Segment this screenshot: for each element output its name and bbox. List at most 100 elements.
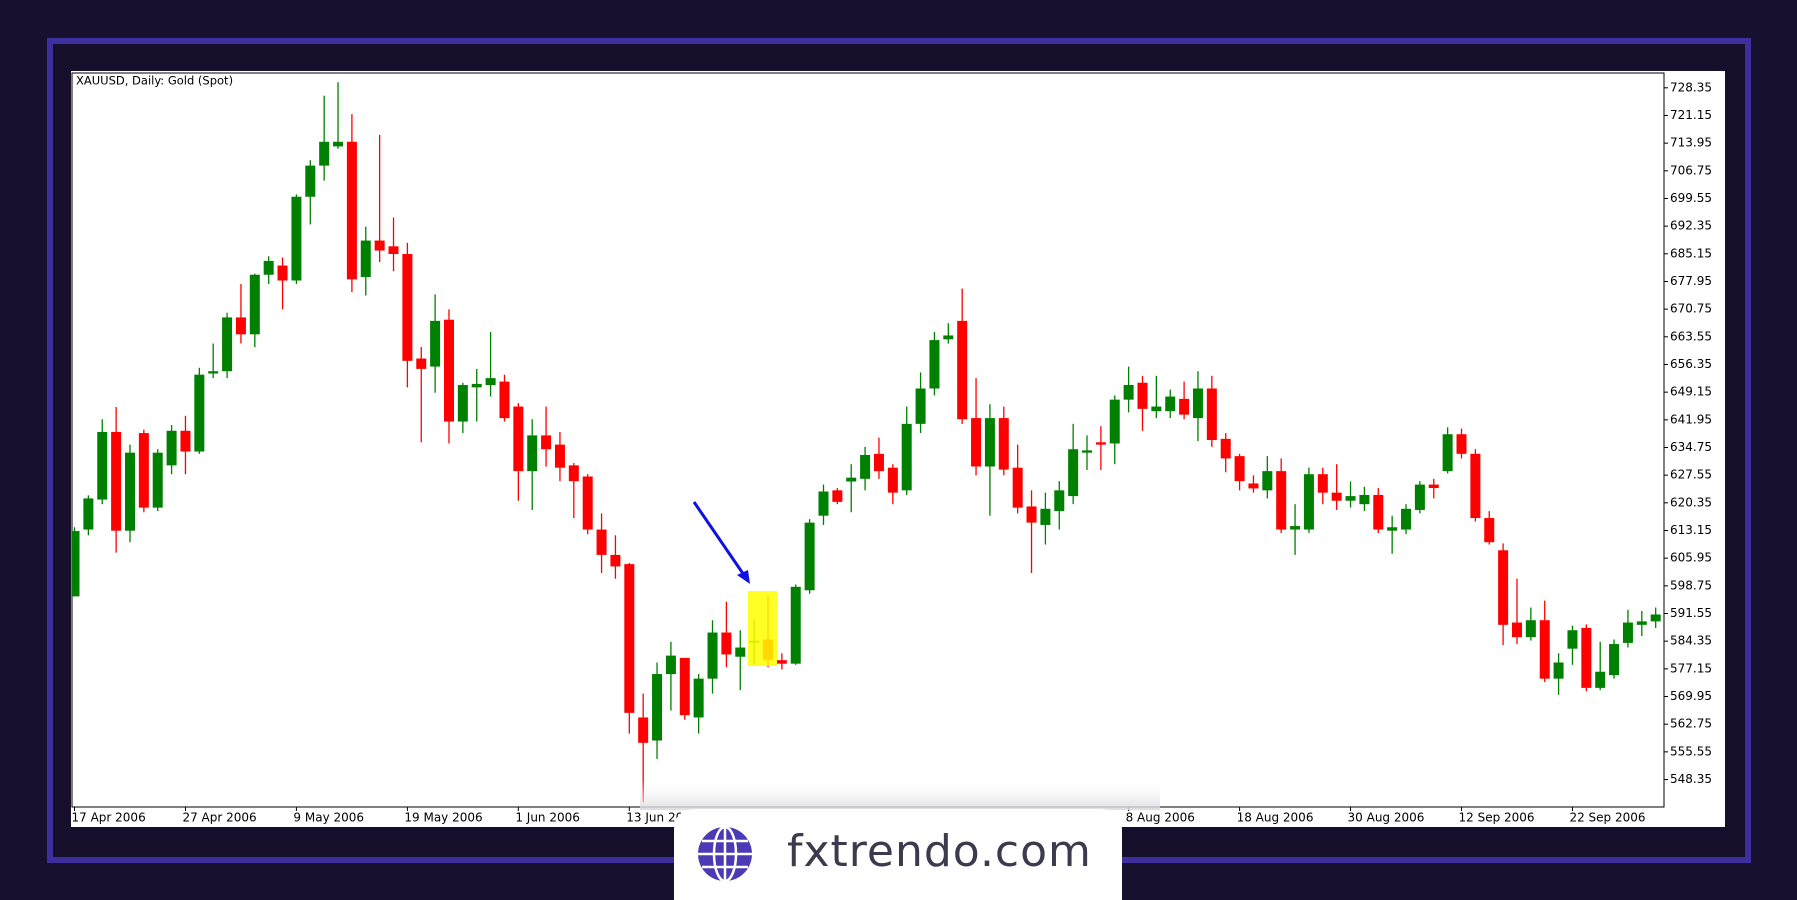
candle-body bbox=[1470, 453, 1481, 519]
candle-body bbox=[513, 406, 524, 472]
candle-body bbox=[374, 240, 385, 251]
candle-body bbox=[1650, 614, 1661, 622]
y-tick-label: 641.95 bbox=[1670, 412, 1712, 426]
axes: 728.35 721.15 713.95 706.75 699.55 692.35 685.… bbox=[72, 80, 1713, 824]
y-tick-label: 634.75 bbox=[1670, 440, 1712, 454]
candle-body bbox=[1373, 494, 1384, 530]
y-tick-label: 548.35 bbox=[1670, 772, 1712, 786]
candle-body bbox=[1234, 456, 1245, 482]
candle-body bbox=[832, 490, 843, 502]
candle-body bbox=[1525, 620, 1536, 638]
candle-body bbox=[1220, 438, 1231, 459]
candle-body bbox=[873, 453, 884, 472]
candle-body bbox=[984, 418, 995, 467]
candle-body bbox=[943, 335, 954, 340]
y-tick-label: 591.55 bbox=[1670, 606, 1712, 620]
y-tick-label: 627.55 bbox=[1670, 468, 1712, 482]
y-tick-label: 577.15 bbox=[1670, 661, 1712, 675]
candle-body bbox=[1303, 474, 1314, 530]
y-tick-label: 613.15 bbox=[1670, 523, 1712, 537]
candle-body bbox=[1290, 526, 1301, 530]
candle-body bbox=[1345, 496, 1356, 501]
candle-body bbox=[1387, 527, 1398, 531]
chart-title: XAUUSD, Daily: Gold (Spot) bbox=[76, 74, 233, 88]
y-tick-label: 706.75 bbox=[1670, 163, 1712, 177]
candle-body bbox=[1151, 406, 1162, 412]
candle-body bbox=[1206, 388, 1217, 440]
candle-body bbox=[1484, 518, 1495, 543]
arrow bbox=[692, 501, 750, 584]
candle-body bbox=[1498, 550, 1509, 625]
candle-body bbox=[485, 378, 496, 386]
candle-body bbox=[1442, 434, 1453, 472]
y-tick-label: 555.55 bbox=[1670, 744, 1712, 758]
candle-body bbox=[443, 319, 454, 422]
y-tick-label: 699.55 bbox=[1670, 191, 1712, 205]
candle-body bbox=[1262, 471, 1273, 491]
candle-body bbox=[1054, 490, 1065, 512]
candle-body bbox=[624, 564, 635, 713]
candle-body bbox=[1123, 385, 1134, 400]
candle-body bbox=[860, 454, 871, 479]
candle-body bbox=[1511, 622, 1522, 638]
y-tick-label: 598.75 bbox=[1670, 578, 1712, 592]
candle-body bbox=[818, 491, 829, 516]
candle-body bbox=[97, 431, 108, 500]
candle-body bbox=[901, 423, 912, 491]
candle-body bbox=[1165, 396, 1176, 412]
y-tick-label: 620.35 bbox=[1670, 495, 1712, 509]
candle-body bbox=[1567, 630, 1578, 649]
y-tick-label: 569.95 bbox=[1670, 689, 1712, 703]
y-tick-label: 692.35 bbox=[1670, 219, 1712, 233]
x-tick-label: 19 May 2006 bbox=[404, 811, 482, 825]
candle-body bbox=[1248, 483, 1259, 489]
y-tick-label: 584.35 bbox=[1670, 634, 1712, 648]
candle-body bbox=[679, 657, 690, 716]
candle-body bbox=[1026, 506, 1037, 523]
candle-body bbox=[457, 385, 468, 422]
candle-body bbox=[527, 435, 538, 472]
logo-shadow bbox=[640, 780, 1160, 810]
candle-body bbox=[1095, 442, 1106, 445]
candle-body bbox=[1012, 467, 1023, 508]
candle-body bbox=[790, 586, 801, 664]
candle-body bbox=[1539, 620, 1550, 679]
x-tick-label: 18 Aug 2006 bbox=[1237, 811, 1314, 825]
candle-body bbox=[360, 240, 371, 278]
candle-body bbox=[152, 452, 163, 508]
candle-body bbox=[1595, 671, 1606, 688]
candle-body bbox=[416, 358, 427, 369]
y-tick-label: 562.75 bbox=[1670, 717, 1712, 731]
candle-body bbox=[693, 678, 704, 718]
candle-body bbox=[235, 317, 246, 335]
x-tick-label: 17 Apr 2006 bbox=[72, 811, 146, 825]
y-tick-label: 649.15 bbox=[1670, 385, 1712, 399]
globe-icon bbox=[698, 825, 752, 883]
candle-body bbox=[499, 381, 510, 419]
y-tick-label: 728.35 bbox=[1670, 80, 1712, 94]
x-tick-label: 9 May 2006 bbox=[293, 811, 364, 825]
candle-body bbox=[471, 383, 482, 388]
candle-body bbox=[166, 430, 177, 466]
candle-body bbox=[776, 660, 787, 664]
candle-body bbox=[180, 430, 191, 452]
candle-body bbox=[194, 374, 205, 452]
candle-body bbox=[1040, 508, 1051, 525]
x-tick-label: 12 Sep 2006 bbox=[1459, 811, 1535, 825]
x-tick-label: 22 Sep 2006 bbox=[1569, 811, 1645, 825]
candle-body bbox=[971, 418, 982, 467]
logo-text: fxtrendo.com bbox=[787, 826, 1092, 877]
x-tick-label: 30 Aug 2006 bbox=[1348, 811, 1425, 825]
candle-body bbox=[1553, 662, 1564, 679]
candle-body bbox=[1359, 494, 1370, 505]
candle-body bbox=[1414, 484, 1425, 510]
x-tick-label: 1 Jun 2006 bbox=[515, 811, 580, 825]
candle-body bbox=[388, 246, 399, 255]
candle-body bbox=[554, 444, 565, 468]
logo-tab bbox=[674, 809, 1122, 900]
candle-body bbox=[610, 554, 621, 567]
candle-body bbox=[652, 674, 663, 741]
y-tick-label: 713.95 bbox=[1670, 136, 1712, 150]
candle-body bbox=[1068, 449, 1079, 497]
candle-body bbox=[541, 435, 552, 450]
